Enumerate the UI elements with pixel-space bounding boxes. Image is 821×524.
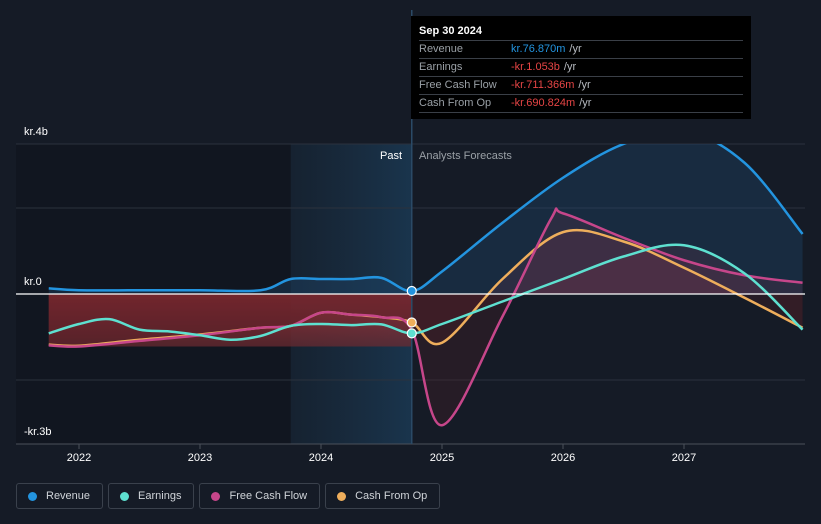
tooltip-unit: /yr — [579, 97, 592, 109]
legend-label: Cash From Op — [355, 490, 428, 502]
revenue-dot-icon — [28, 491, 37, 501]
y-tick-label: -kr.3b — [24, 426, 52, 438]
x-tick-label: 2024 — [308, 452, 334, 464]
tooltip-unit: /yr — [578, 79, 591, 91]
y-tick-label: kr.4b — [24, 126, 48, 138]
current-markers — [406, 285, 417, 339]
area-neg-free-cash-flow — [48, 294, 803, 426]
tooltip-row-revenue: Revenue kr.76.870m /yr — [419, 41, 743, 59]
x-tick-label: 2022 — [66, 452, 92, 464]
line-revenue — [48, 144, 804, 293]
tooltip-label: Free Cash Flow — [419, 79, 497, 91]
area-free-cash-flow — [48, 208, 803, 294]
legend-item-free-cash-flow[interactable]: Free Cash Flow — [199, 483, 321, 509]
legend-label: Earnings — [138, 490, 182, 502]
tooltip-row-cash-from-op: Cash From Op -kr.690.824m /yr — [419, 95, 743, 113]
legend-label: Revenue — [46, 490, 91, 502]
tooltip-label: Revenue — [419, 43, 464, 55]
gridlines — [16, 143, 805, 445]
x-tick-label: 2025 — [429, 452, 455, 464]
past-label: Past — [380, 150, 403, 162]
area-neg-cash-from-op — [48, 294, 803, 346]
legend-item-cash-from-op[interactable]: Cash From Op — [325, 483, 441, 509]
tooltip-value: -kr.1.053b — [511, 61, 560, 73]
tooltip-unit: /yr — [563, 61, 577, 73]
tooltip-value: -kr.690.824m — [511, 97, 576, 109]
tooltip-unit: /yr — [569, 43, 582, 55]
x-tick-label: 2023 — [187, 452, 213, 464]
area-neg-earnings — [48, 294, 803, 340]
area-cash-from-op — [48, 230, 803, 294]
legend-label: Free Cash Flow — [229, 490, 308, 502]
tooltip-value: -kr.711.366m — [511, 79, 575, 91]
tooltip-date: Sep 30 2024 — [419, 22, 743, 41]
free-cash-flow-dot-icon — [211, 491, 221, 501]
forecast-label: Analysts Forecasts — [419, 150, 512, 162]
x-tick-label: 2027 — [671, 452, 697, 464]
tooltip: Sep 30 2024 Revenue kr.76.870m /yr Earni… — [411, 16, 751, 119]
area-earnings — [48, 244, 803, 294]
marker-earnings — [406, 328, 417, 339]
series-areas — [48, 144, 803, 426]
legend: Revenue Earnings Free Cash Flow Cash Fro… — [16, 483, 441, 509]
x-axis — [78, 444, 685, 449]
y-tick-label: kr.0 — [24, 276, 42, 288]
tooltip-label: Earnings — [419, 61, 463, 73]
legend-item-earnings[interactable]: Earnings — [108, 483, 195, 509]
x-tick-label: 2026 — [550, 452, 576, 464]
tooltip-value: kr.76.870m — [511, 43, 566, 55]
tooltip-row-free-cash-flow: Free Cash Flow -kr.711.366m /yr — [419, 77, 743, 95]
line-earnings — [48, 243, 804, 342]
marker-revenue — [406, 285, 417, 297]
tooltip-row-earnings: Earnings -kr.1.053b /yr — [419, 59, 743, 77]
marker-cash-from-op — [406, 317, 417, 328]
area-revenue — [48, 144, 803, 294]
tooltip-label: Cash From Op — [419, 97, 492, 109]
earnings-dot-icon — [120, 491, 130, 501]
legend-item-revenue[interactable]: Revenue — [16, 483, 104, 509]
cash-from-op-dot-icon — [337, 491, 347, 501]
